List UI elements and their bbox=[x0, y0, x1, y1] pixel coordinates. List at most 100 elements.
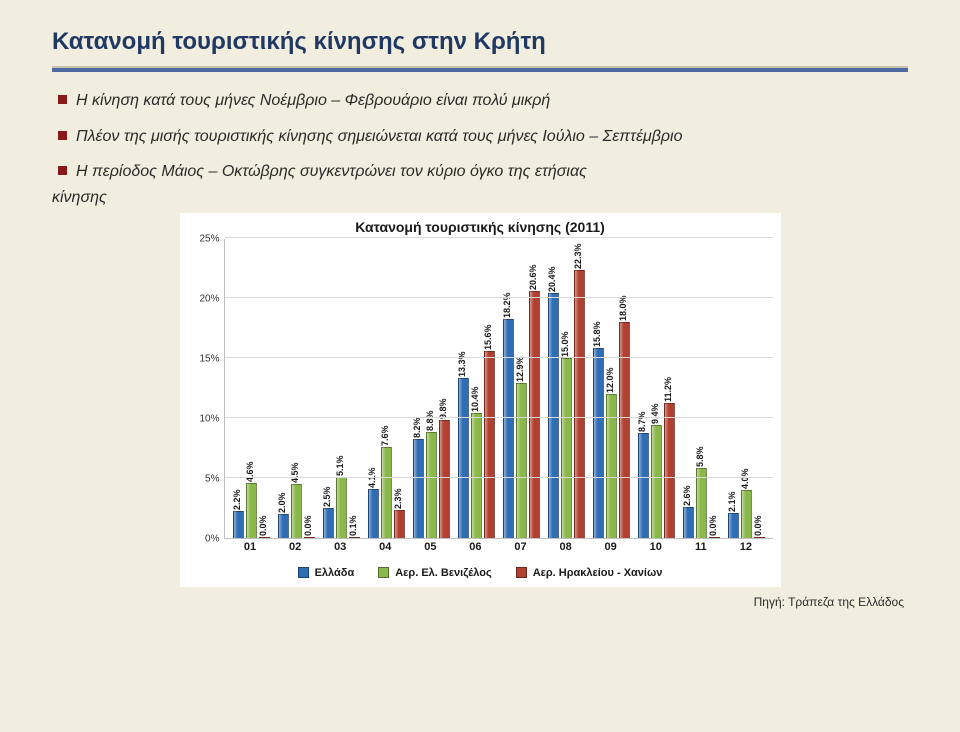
x-tick-label: 01 bbox=[228, 541, 273, 553]
bar: 9.4% bbox=[651, 425, 662, 538]
bar-group: 2.1%4.0%0.0% bbox=[724, 239, 769, 538]
bar: 2.0% bbox=[278, 514, 289, 538]
bullet-continuation: κίνησης bbox=[52, 189, 908, 207]
bar: 4.6% bbox=[246, 483, 257, 538]
bar-value-label: 0.0% bbox=[753, 515, 763, 536]
bar: 15.6% bbox=[484, 351, 495, 538]
bar: 18.0% bbox=[619, 322, 630, 538]
bar: 0.0% bbox=[754, 537, 765, 538]
gridline bbox=[225, 297, 773, 298]
y-tick-label: 10% bbox=[199, 413, 219, 424]
bar: 11.2% bbox=[664, 403, 675, 537]
bar: 0.0% bbox=[709, 537, 720, 538]
bar-value-label: 11.2% bbox=[663, 377, 673, 402]
x-tick-label: 04 bbox=[363, 541, 408, 553]
bar: 15.0% bbox=[561, 358, 572, 538]
bar: 2.2% bbox=[233, 511, 244, 537]
bar-value-label: 12.9% bbox=[515, 356, 525, 382]
bar-group: 13.3%10.4% 15.6% bbox=[454, 239, 499, 538]
bar-group: 8.2%8.8%9.8% bbox=[409, 239, 454, 538]
y-tick-label: 15% bbox=[199, 353, 219, 364]
legend-swatch bbox=[516, 567, 527, 578]
y-axis: 0%5%10%15%20%25% bbox=[188, 239, 224, 539]
x-tick-label: 05 bbox=[408, 541, 453, 553]
bar: 8.8% bbox=[426, 432, 437, 538]
bar-value-label: 2.0% bbox=[277, 492, 287, 513]
bullet-item: Η περίοδος Μάιος – Οκτώβρης συγκεντρώνει… bbox=[58, 159, 908, 185]
x-tick-label: 07 bbox=[498, 541, 543, 553]
bar-value-label: 2.3% bbox=[393, 489, 403, 510]
bar-groups: 2.2%4.6%0.0%2.0%4.5%0.0%2.5%5.1%0.1%4.1%… bbox=[225, 239, 773, 538]
bar: 12.9% bbox=[516, 383, 527, 538]
legend-item: Αερ. Ηρακλείου - Χανίων bbox=[516, 567, 663, 579]
legend-item: Ελλάδα bbox=[298, 567, 355, 579]
bar-value-label: 20.4% bbox=[547, 266, 557, 292]
bar-value-label: 15.6% bbox=[483, 324, 493, 350]
bar-value-label: 13.3% bbox=[457, 352, 467, 378]
bar: 4.0% bbox=[741, 490, 752, 538]
bar: 15.8% bbox=[593, 348, 604, 538]
legend-item: Αερ. Ελ. Βενιζέλος bbox=[378, 567, 491, 579]
legend-label: Αερ. Ελ. Βενιζέλος bbox=[395, 567, 491, 579]
bar: 0.1% bbox=[349, 537, 360, 538]
chart-area: 0%5%10%15%20%25% 2.2%4.6%0.0%2.0%4.5%0.0… bbox=[188, 239, 773, 539]
x-tick-label: 11 bbox=[678, 541, 723, 553]
bar-group: 2.6%5.8%0.0% bbox=[679, 239, 724, 538]
chart-container: Κατανομή τουριστικής κίνησης (2011) 0%5%… bbox=[180, 213, 781, 587]
bar-value-label: 15.0% bbox=[560, 331, 570, 357]
bar: 2.5% bbox=[323, 508, 334, 538]
bar-value-label: 8.8% bbox=[425, 411, 435, 432]
bullet-list: Η κίνηση κατά τους μήνες Νοέμβριο – Φεβρ… bbox=[52, 88, 908, 185]
bar-group: 15.8%12.0%18.0% bbox=[589, 239, 634, 538]
bar: 2.6% bbox=[683, 507, 694, 538]
title-divider bbox=[52, 66, 908, 72]
bar: 5.8% bbox=[696, 468, 707, 538]
x-tick-label: 09 bbox=[588, 541, 633, 553]
bar-value-label: 0.0% bbox=[258, 515, 268, 536]
bar-value-label: 0.0% bbox=[303, 515, 313, 536]
y-tick-label: 5% bbox=[205, 473, 219, 484]
bar: 7.6% bbox=[381, 447, 392, 538]
x-tick-label: 08 bbox=[543, 541, 588, 553]
bar-value-label: 4.6% bbox=[245, 461, 255, 482]
bar-value-label: 2.5% bbox=[322, 486, 332, 507]
legend-label: Αερ. Ηρακλείου - Χανίων bbox=[533, 567, 663, 579]
bar: 13.3% bbox=[458, 378, 469, 538]
bar-value-label: 4.5% bbox=[290, 462, 300, 483]
bar-group: 18.2%12.9%20.6% bbox=[499, 239, 544, 538]
x-tick-label: 03 bbox=[318, 541, 363, 553]
bar: 5.1% bbox=[336, 477, 347, 538]
bar-group: 20.4%15.0%22.3% bbox=[544, 239, 589, 538]
bar: 2.3% bbox=[394, 510, 405, 538]
legend-swatch bbox=[298, 567, 309, 578]
chart-title: Κατανομή τουριστικής κίνησης (2011) bbox=[188, 219, 773, 235]
bar: 18.2% bbox=[503, 319, 514, 537]
bar-value-label: 2.2% bbox=[232, 490, 242, 511]
bar: 12.0% bbox=[606, 394, 617, 538]
bar-group: 2.5%5.1%0.1% bbox=[319, 239, 364, 538]
bar-value-label: 18.0% bbox=[618, 295, 628, 321]
bar-group: 8.7%9.4%11.2% bbox=[634, 239, 679, 538]
bar: 9.8% bbox=[439, 420, 450, 538]
x-tick-label: 12 bbox=[723, 541, 768, 553]
y-tick-label: 20% bbox=[199, 293, 219, 304]
bar-group: 2.2%4.6%0.0% bbox=[229, 239, 274, 538]
bar: 22.3% bbox=[574, 270, 585, 538]
bar-value-label: 2.1% bbox=[727, 491, 737, 512]
bar: 4.1% bbox=[368, 489, 379, 538]
bar: 2.1% bbox=[728, 513, 739, 538]
bar-value-label: 0.1% bbox=[348, 515, 358, 536]
bar-value-label: 10.4% bbox=[470, 386, 480, 412]
bar: 0.0% bbox=[259, 537, 270, 538]
bar-value-label: 8.7% bbox=[637, 412, 647, 433]
x-tick-label: 10 bbox=[633, 541, 678, 553]
bar: 0.0% bbox=[304, 537, 315, 538]
bullet-item: Πλέον της μισής τουριστικής κίνησης σημε… bbox=[58, 124, 908, 150]
bar-value-label: 5.1% bbox=[335, 455, 345, 476]
bar: 8.2% bbox=[413, 439, 424, 537]
bar-value-label: 8.2% bbox=[412, 418, 422, 439]
gridline bbox=[225, 417, 773, 418]
legend-label: Ελλάδα bbox=[315, 567, 355, 579]
bar: 20.4% bbox=[548, 293, 559, 538]
gridline bbox=[225, 357, 773, 358]
